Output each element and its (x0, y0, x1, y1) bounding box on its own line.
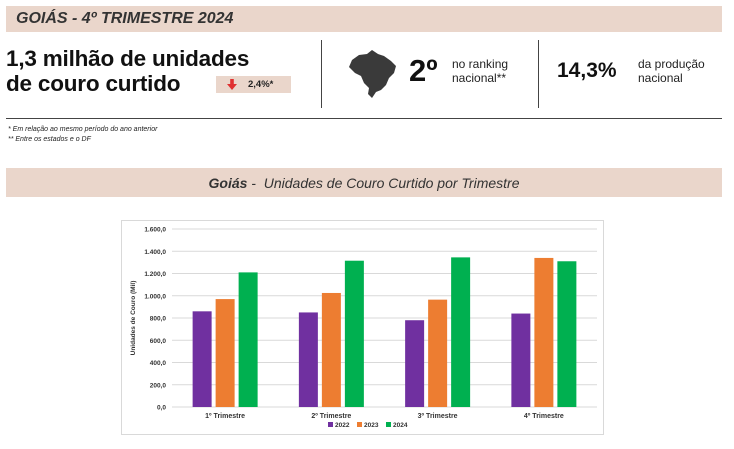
bar-2024 (344, 260, 364, 407)
x-tick-label: 3º Trimestre (418, 413, 458, 420)
chart-container: 0,0 200,0 400,0 600,0 800,0 1.000,0 1.200,0 1.4… (121, 220, 604, 435)
ranking-value: 2º (409, 53, 438, 88)
bar-2023 (428, 299, 448, 407)
legend-swatch (328, 422, 333, 427)
y-axis-label: Unidades de Couro (Mil) (130, 281, 137, 356)
x-tick-label: 1º Trimestre (205, 413, 245, 420)
x-tick-label: 4º Trimestre (524, 413, 564, 420)
bar-2024 (451, 257, 471, 407)
divider-2 (538, 40, 539, 108)
share-label-1: da produção (638, 57, 705, 71)
y-tick-label: 400,0 (150, 360, 167, 367)
header-banner: GOIÁS - 4º TRIMESTRE 2024 (6, 6, 722, 32)
bar-2022 (405, 320, 425, 407)
bar-2024 (557, 261, 577, 407)
y-tick-label: 600,0 (150, 338, 167, 345)
chart-title-text: - Unidades de Couro Curtido por Trimestr… (247, 175, 520, 191)
ranking-label-2: nacional** (452, 71, 507, 85)
production-line-2: de couro curtido (6, 71, 181, 96)
legend-label: 2023 (364, 422, 379, 429)
bar-2023 (534, 257, 554, 407)
bar-2022 (511, 313, 531, 407)
y-tick-label: 1.400,0 (144, 249, 166, 256)
bar-2022 (298, 312, 318, 407)
y-tick-label: 1.200,0 (144, 271, 166, 278)
change-value: 2,4%* (248, 79, 274, 90)
change-badge: 2,4%* (216, 76, 291, 93)
bar-2023 (321, 292, 341, 407)
legend-label: 2024 (393, 422, 408, 429)
y-tick-label: 800,0 (150, 316, 167, 323)
legend-label: 2022 (335, 422, 350, 429)
y-tick-label: 1.000,0 (144, 293, 166, 300)
bar-2022 (192, 311, 212, 407)
page-title: GOIÁS - 4º TRIMESTRE 2024 (16, 10, 234, 27)
legend-swatch (357, 422, 362, 427)
section-rule (6, 118, 722, 119)
x-tick-label: 2º Trimestre (311, 413, 351, 420)
chart-title-state: Goiás (208, 175, 248, 191)
legend-swatch (386, 422, 391, 427)
arrow-down-icon (227, 79, 237, 93)
divider-1 (321, 40, 322, 108)
production-headline: 1,3 milhão de unidades de couro curtido (6, 46, 249, 96)
chart-title-banner: Goiás - Unidades de Couro Curtido por Tr… (6, 168, 722, 197)
brazil-map-icon (346, 48, 398, 105)
ranking-label-1: no ranking (452, 57, 509, 71)
production-line-1: 1,3 milhão de unidades (6, 46, 250, 71)
bar-2024 (238, 272, 258, 407)
bar-2023 (215, 299, 235, 407)
bar-chart: 0,0 200,0 400,0 600,0 800,0 1.000,0 1.200,0 1.4… (130, 227, 597, 429)
y-tick-label: 1.600,0 (144, 227, 166, 234)
share-value: 14,3% (557, 59, 617, 82)
footnote-1: * Em relação ao mesmo período do ano ant… (8, 126, 158, 133)
y-tick-label: 0,0 (157, 405, 166, 412)
chart-title: Goiás - Unidades de Couro Curtido por Tr… (6, 175, 722, 191)
share-label-2: nacional (638, 71, 683, 85)
y-tick-label: 200,0 (150, 382, 167, 389)
footnote-2: ** Entre os estados e o DF (8, 136, 91, 143)
